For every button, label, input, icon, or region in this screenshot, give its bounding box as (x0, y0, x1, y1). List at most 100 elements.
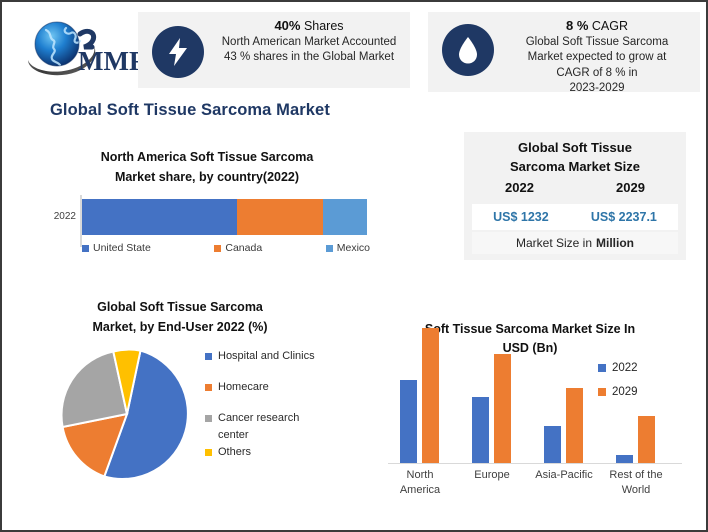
cagr-headline: 8 % CAGR (498, 18, 696, 35)
legend-swatch-cancer-research-center (205, 415, 212, 422)
chart-title-north-america-share: North America Soft Tissue Sarcoma Market… (32, 147, 382, 187)
stacked-segment-canada (237, 199, 324, 235)
pie-legend: Hospital and Clinics Homecare Cancer res… (205, 349, 355, 476)
category-label-north-america: North America (383, 468, 457, 498)
market-size-value-2022: US$ 1232 (493, 210, 549, 224)
legend-label-united-state: United State (93, 242, 151, 254)
legend-swatch-mexico (325, 244, 333, 252)
category-rest-of-the-world-line1: Rest of the (609, 469, 663, 481)
bar-europe-2022 (472, 397, 489, 463)
market-size-values: US$ 1232 US$ 2237.1 (472, 204, 678, 230)
market-size-unit-prefix: Market Size in (515, 236, 593, 250)
stacked-bar (82, 199, 367, 235)
pie-title-line-1: Global Soft Tissue Sarcoma (97, 300, 263, 314)
bar-group-rest-of-the-world (608, 343, 664, 463)
market-size-title-line-1: Global Soft Tissue (518, 140, 632, 155)
chart-title-market-size-by-region: Soft Tissue Sarcoma Market Size In USD (… (380, 320, 680, 358)
bar-rest-of-the-world-2029 (638, 415, 655, 463)
stacked-category-label: 2022 (53, 211, 76, 222)
legend-item-2022: 2022 (598, 362, 638, 374)
bars-title-line-2: USD (Bn) (502, 341, 558, 355)
chart-north-america-share: North America Soft Tissue Sarcoma Market… (32, 147, 382, 257)
market-size-value-2029: US$ 2237.1 (590, 210, 657, 224)
info-card-cagr-body: 8 % CAGR Global Soft Tissue Sarcoma Mark… (498, 18, 696, 97)
cagr-line-3: CAGR of 8 % in (556, 66, 638, 79)
legend-item-mexico: Mexico (325, 242, 370, 254)
shares-highlight-suffix: Shares (300, 19, 344, 33)
category-rest-of-the-world-line2: World (621, 484, 651, 496)
shares-headline: 40% Shares (212, 18, 406, 35)
legend-label-2022: 2022 (612, 362, 638, 374)
chart-end-user-pie: Global Soft Tissue Sarcoma Market, by En… (30, 297, 360, 497)
legend-item-cancer-research-center: Cancer research (205, 411, 355, 425)
info-card-shares: 40% Shares North American Market Account… (138, 12, 410, 88)
category-europe-line1: Europe (474, 469, 510, 481)
category-label-asia-pacific: Asia-Pacific (527, 468, 601, 483)
lightning-bolt-icon (152, 26, 204, 78)
legend-item-united-state: United State (82, 242, 151, 254)
stacked-legend: United State Canada Mexico (82, 239, 370, 257)
legend-label-2029: 2029 (612, 386, 638, 398)
legend-label-homecare: Homecare (218, 381, 269, 393)
cagr-line-4: 2023-2029 (569, 82, 625, 94)
category-north-america-line1: North (406, 469, 434, 481)
legend-item-canada: Canada (214, 242, 262, 254)
shares-line-1: North American Market Accounted (221, 35, 397, 48)
category-label-rest-of-the-world: Rest of the World (599, 468, 673, 498)
legend-label-hospital-and-clinics: Hospital and Clinics (218, 350, 315, 362)
stacked-segment-mexico (323, 199, 367, 235)
pie-slice-cancer-research-center (60, 350, 129, 429)
category-north-america-line2: America (399, 484, 441, 496)
legend-swatch-united-state (82, 244, 89, 252)
legend-swatch-others (205, 449, 212, 456)
bar-europe-2029 (494, 353, 511, 463)
market-size-years: 2022 2029 (464, 180, 686, 195)
category-asia-pacific-line1: Asia-Pacific (535, 469, 593, 481)
legend-item-2029: 2029 (598, 386, 638, 398)
legend-swatch-hospital-and-clinics (205, 353, 212, 360)
header-band: MMR 40% Shares North American Market Acc… (14, 8, 700, 94)
legend-label-canada: Canada (225, 242, 263, 254)
globe-icon: MMR (28, 21, 140, 76)
cagr-highlight-suffix: CAGR (588, 19, 628, 33)
info-card-shares-body: 40% Shares North American Market Account… (212, 18, 406, 66)
category-label-europe: Europe (455, 468, 529, 483)
market-size-year-left: 2022 (505, 180, 534, 195)
legend-label-cancer-research-center: Cancer research (218, 412, 300, 424)
legend-item-hospital-and-clinics: Hospital and Clinics (205, 349, 355, 363)
mmr-logo: MMR (22, 14, 140, 86)
stacked-axis-line (80, 195, 82, 247)
legend-item-others: Others (205, 445, 355, 459)
market-size-box: Global Soft Tissue Sarcoma Market Size 2… (464, 132, 686, 260)
shares-line-2: 43 % shares in the Global Market (223, 51, 395, 63)
bars-plot (388, 327, 688, 464)
pie-slice-homecare (61, 412, 129, 478)
legend-label-others: Others (218, 446, 252, 458)
stacked-title-line-1: North America Soft Tissue Sarcoma (100, 150, 314, 164)
stacked-segment-united-state (82, 199, 238, 235)
bar-group-europe (464, 343, 520, 463)
bar-rest-of-the-world-2022 (616, 455, 633, 463)
bar-group-north-america (392, 327, 448, 463)
cagr-highlight: 8 % (566, 18, 589, 33)
info-card-cagr: 8 % CAGR Global Soft Tissue Sarcoma Mark… (428, 12, 700, 94)
pie-chart (60, 348, 189, 481)
pie-slice-hospital-and-clinics (102, 349, 189, 481)
bar-asia-pacific-2022 (544, 426, 561, 463)
market-size-unit-value: Million (596, 236, 635, 250)
chart-title-end-user-pie: Global Soft Tissue Sarcoma Market, by En… (30, 297, 330, 337)
legend-item-homecare: Homecare (205, 380, 355, 394)
shares-highlight: 40% (274, 18, 301, 33)
market-size-title: Global Soft Tissue Sarcoma Market Size (464, 138, 686, 176)
stacked-bar-plot: 2022 United State Canada Mexico (32, 195, 382, 257)
legend-swatch-homecare (205, 384, 212, 391)
bars-title-line-1: Soft Tissue Sarcoma Market Size In (424, 322, 636, 336)
brand-name: MMR (78, 46, 140, 76)
bar-north-america-2022 (400, 380, 417, 463)
water-drop-icon (442, 24, 494, 76)
legend-swatch-canada (214, 244, 222, 252)
bars-legend: 2022 2029 (598, 362, 638, 410)
market-size-title-line-2: Sarcoma Market Size (509, 159, 641, 174)
pie-slice-others (112, 348, 142, 415)
bar-north-america-2029 (422, 327, 439, 463)
